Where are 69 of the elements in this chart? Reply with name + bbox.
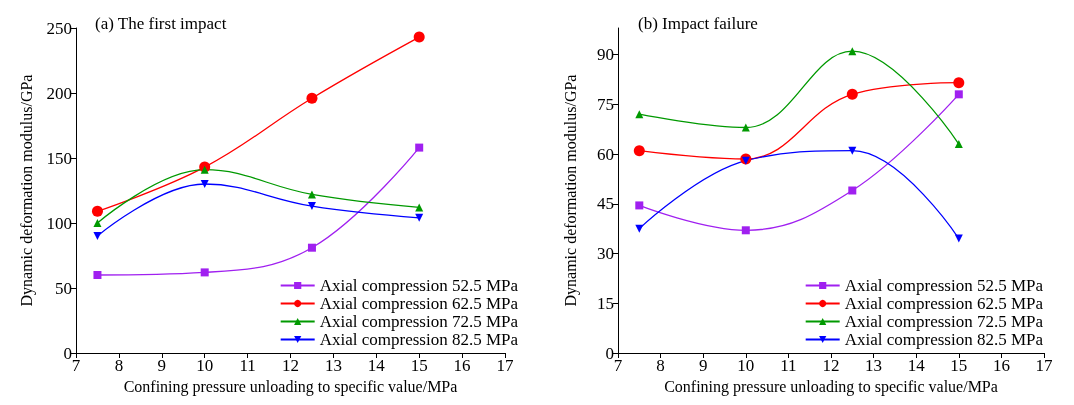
legend-label: Axial compression 82.5 MPa [319, 330, 519, 349]
x-tick-label: 16 [992, 356, 1010, 375]
x-tick-label: 13 [324, 356, 342, 375]
legend-label: Axial compression 62.5 MPa [319, 294, 519, 313]
x-tick-label: 17 [1035, 356, 1053, 375]
legend-label: Axial compression 62.5 MPa [844, 294, 1044, 313]
point [953, 77, 965, 89]
x-tick-label: 10 [196, 356, 214, 375]
legend-label: Axial compression 82.5 MPa [844, 330, 1044, 349]
point [635, 201, 644, 210]
point [93, 271, 102, 279]
y-tick-label: 15 [597, 293, 614, 313]
y-tick-label: 50 [55, 278, 72, 298]
legend-label: Axial compression 52.5 MPa [844, 276, 1044, 295]
x-tick-label: 8 [114, 356, 124, 375]
y-tick-label: 100 [46, 213, 72, 233]
y-tick-label: 250 [46, 18, 72, 38]
y-tick-label: 0 [63, 343, 72, 363]
point [91, 205, 103, 217]
x-tick-label: 8 [656, 356, 665, 375]
y-axis-title: Dynamic deformation modulus/GPa [17, 74, 36, 307]
point [846, 88, 858, 100]
point [633, 145, 645, 157]
x-axis-title: Confining pressure unloading to specific value/MPa [664, 378, 998, 397]
point [93, 219, 102, 227]
x-tick-label: 17 [496, 356, 514, 375]
x-tick-label: 13 [865, 356, 883, 375]
x-tick-label: 12 [822, 356, 840, 375]
point [306, 92, 318, 104]
y-tick-label: 200 [46, 83, 72, 103]
x-tick-label: 7 [613, 356, 623, 375]
x-tick-label: 11 [780, 356, 797, 375]
y-tick-label: 0 [605, 343, 614, 363]
x-axis-title: Confining pressure unloading to specific value/MPa [123, 378, 458, 397]
x-tick-label: 10 [737, 356, 755, 375]
point [200, 268, 209, 277]
point [415, 143, 424, 152]
y-axis-title: Dynamic deformation modulus/GPa [561, 74, 580, 307]
x-tick-label: 15 [950, 356, 968, 375]
x-tick-label: 9 [698, 356, 708, 375]
y-tick-label: 150 [46, 148, 72, 168]
point [413, 31, 425, 43]
y-tick-label: 45 [597, 194, 614, 214]
x-tick-label: 14 [367, 356, 386, 375]
point [200, 180, 209, 188]
y-tick-label: 90 [597, 45, 614, 65]
chart-title: (a) The first impact [95, 14, 227, 33]
legend-label: Axial compression 72.5 MPa [844, 312, 1044, 331]
legend-label: Axial compression 52.5 MPa [319, 276, 519, 295]
y-tick-label: 30 [597, 244, 614, 264]
x-tick-label: 11 [239, 356, 256, 375]
x-tick-label: 16 [453, 356, 471, 375]
x-tick-label: 14 [907, 356, 926, 375]
x-tick-label: 9 [157, 356, 167, 375]
chart-title: (b) Impact failure [638, 14, 758, 33]
legend-label: Axial compression 72.5 MPa [319, 312, 519, 331]
point [741, 226, 750, 235]
point [93, 232, 102, 240]
point [307, 202, 316, 211]
point [200, 165, 209, 174]
point [848, 186, 857, 195]
x-tick-label: 7 [71, 356, 81, 375]
x-tick-label: 12 [282, 356, 299, 375]
x-tick-label: 15 [410, 356, 428, 375]
point [954, 140, 963, 149]
point [954, 90, 963, 99]
y-tick-label: 60 [597, 144, 614, 164]
y-tick-label: 75 [597, 94, 614, 114]
point [307, 243, 316, 252]
